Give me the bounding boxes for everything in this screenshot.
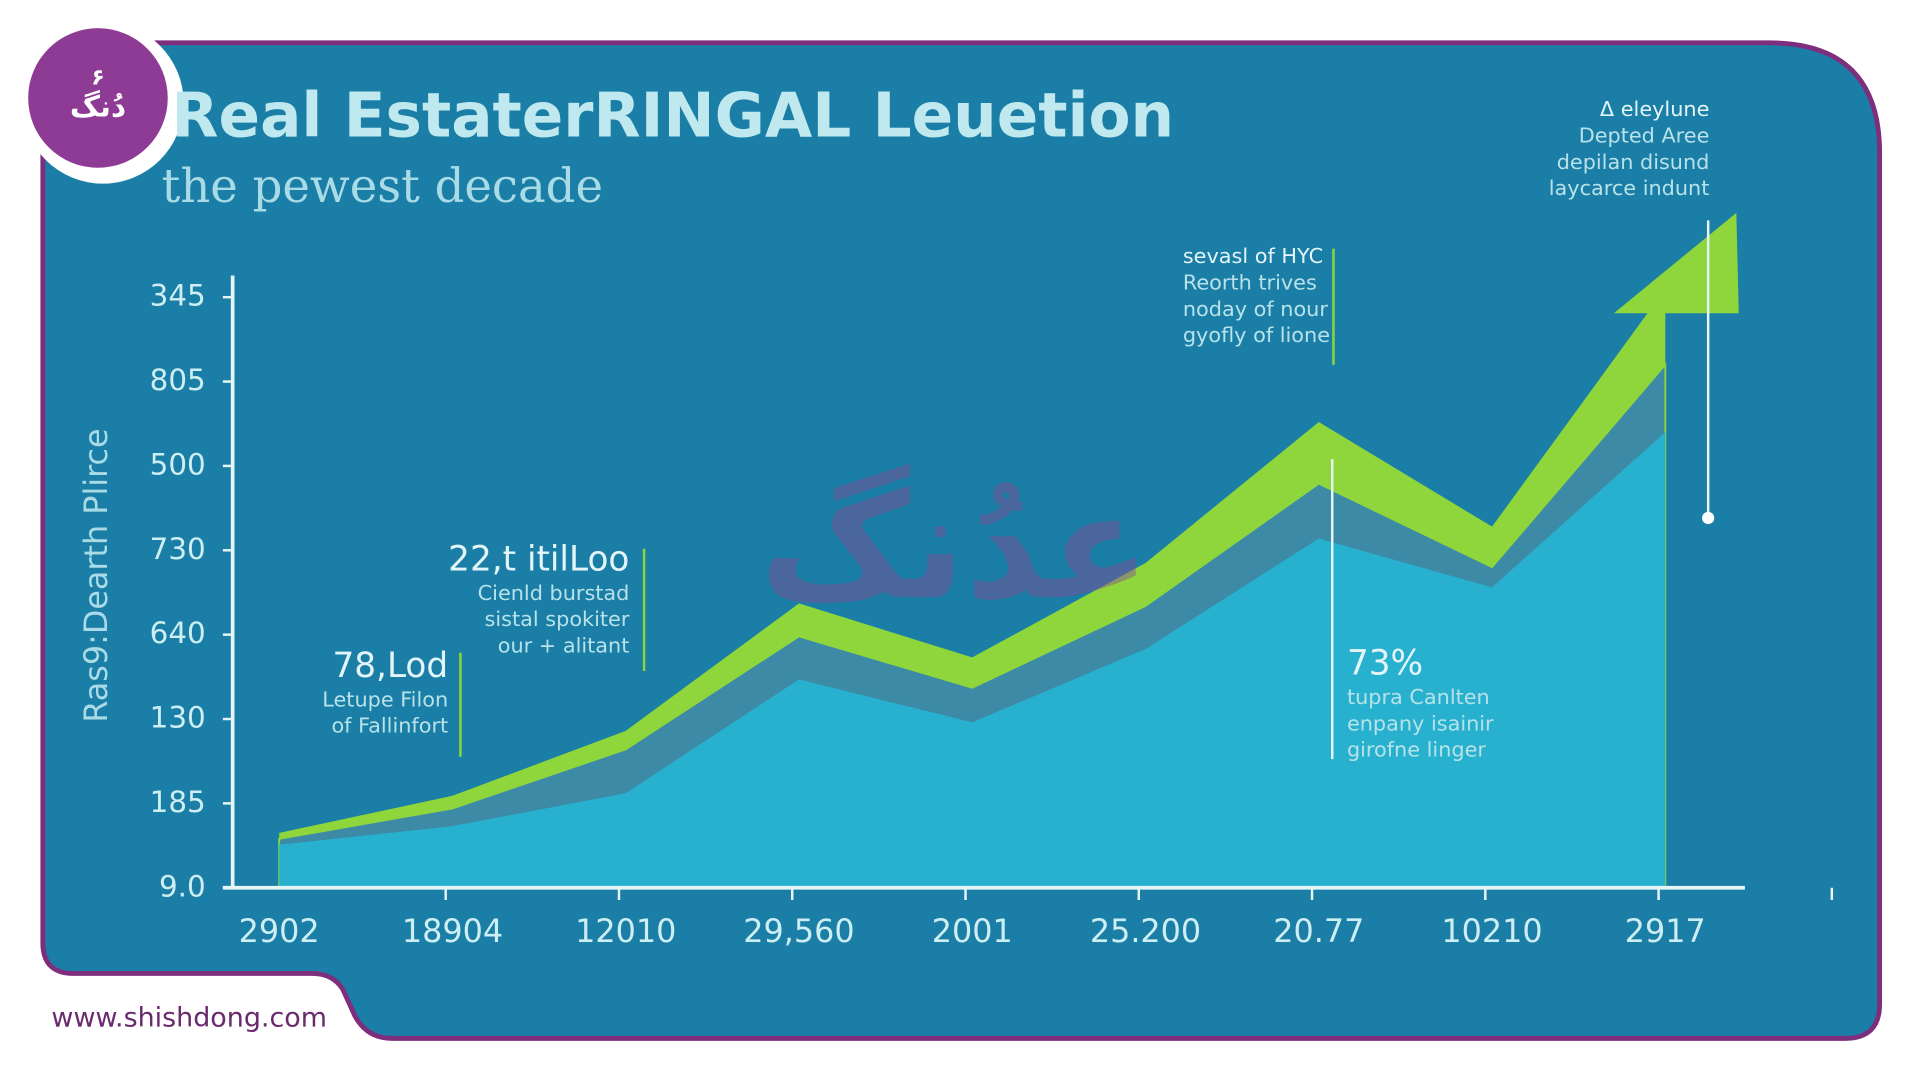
annotation-text: sistal spokiter bbox=[485, 607, 630, 631]
logo-number: ۶ bbox=[91, 65, 104, 90]
annotation-text: Δ eleylune bbox=[1600, 97, 1709, 121]
logo-badge bbox=[28, 28, 168, 168]
website: www.shishdong.com bbox=[51, 1002, 327, 1033]
logo-text: دُنگ bbox=[70, 89, 126, 123]
annotation-text: Cienld burstad bbox=[478, 581, 630, 605]
x-tick-label: 2902 bbox=[239, 912, 320, 950]
x-tick-label: 2917 bbox=[1625, 912, 1706, 950]
x-tick-label: 18904 bbox=[402, 912, 503, 950]
annotation-text: laycarce indunt bbox=[1549, 176, 1710, 200]
x-tick-label: 10210 bbox=[1441, 912, 1542, 950]
x-tick-label: 25.200 bbox=[1090, 912, 1201, 950]
annotation-text: 22,t itilLoo bbox=[448, 539, 629, 579]
y-tick-label: 805 bbox=[150, 363, 206, 397]
annotation-dot bbox=[1702, 511, 1715, 525]
y-tick-label: 130 bbox=[150, 701, 206, 735]
annotation-text: noday of nour bbox=[1183, 297, 1329, 321]
annotation-text: depilan disund bbox=[1557, 150, 1710, 174]
annotation-text: sevasl of HYC bbox=[1183, 244, 1323, 268]
plot: 9.0 185 130 640 730 500 805 345 2902 18904 12010 29… bbox=[150, 97, 1834, 950]
annotation-text: tupra Canlten bbox=[1347, 685, 1490, 709]
annotation-text: our + alitant bbox=[498, 634, 630, 658]
annotation-text: girofne linger bbox=[1347, 738, 1486, 762]
y-tick-label: 185 bbox=[150, 785, 206, 819]
y-tick-label: 9.0 bbox=[159, 869, 206, 903]
annotation-text: 78,Lod bbox=[332, 646, 448, 686]
annotation-text: enpany isainir bbox=[1347, 711, 1494, 735]
annotation-text: gyofly of lione bbox=[1183, 323, 1330, 347]
y-axis-label: Ras9:Dearth Plirce bbox=[77, 428, 115, 722]
x-tick-label: 12010 bbox=[575, 912, 676, 950]
x-tick-label: 20.77 bbox=[1273, 912, 1364, 950]
annotation-text: of Fallinfort bbox=[331, 714, 448, 738]
y-tick-label: 640 bbox=[150, 616, 206, 650]
x-tick-label: 29,560 bbox=[743, 912, 854, 950]
annotation-text: 73% bbox=[1347, 643, 1423, 683]
chart-title: Real EstaterRINGAL Leuetion bbox=[171, 81, 1174, 152]
y-tick-label: 345 bbox=[150, 279, 206, 313]
y-tick-label: 500 bbox=[150, 447, 206, 481]
annotation-text: Depted Aree bbox=[1579, 124, 1710, 148]
annotation-text: Letupe Filon bbox=[322, 687, 448, 711]
x-tick-label: 2001 bbox=[932, 912, 1013, 950]
watermark: عدُنگ bbox=[760, 461, 1151, 632]
annotation-text: Reorth trives bbox=[1183, 270, 1317, 294]
chart-subtitle: the pewest decade bbox=[162, 159, 603, 213]
y-tick-label: 730 bbox=[150, 532, 206, 566]
area bbox=[279, 432, 1666, 888]
